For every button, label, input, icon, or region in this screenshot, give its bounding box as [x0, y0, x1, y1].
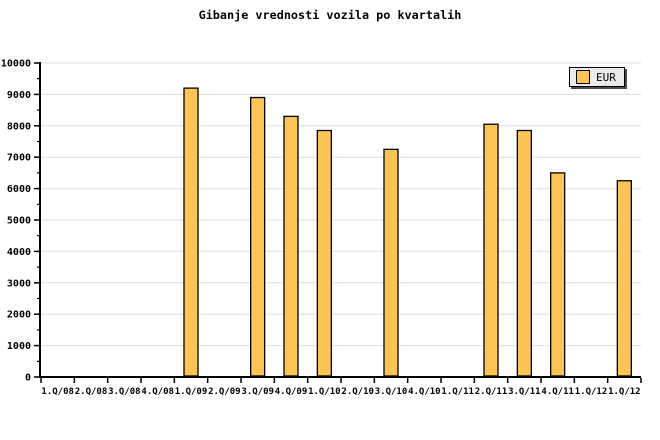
bar-3.Q/10	[383, 148, 399, 377]
x-tick-label: 4.Q/09	[275, 387, 308, 397]
x-tick-label: 1.Q/09	[175, 387, 208, 397]
y-tick-label: 0	[25, 373, 31, 384]
x-tick-label: 4.Q/10	[408, 387, 441, 397]
x-tick-label: 1.Q/10	[308, 387, 341, 397]
x-tick-label: 3.Q/10	[375, 387, 408, 397]
bar-3.Q/09	[250, 96, 266, 377]
x-tick-label: 1.Q/08	[41, 387, 74, 397]
x-tick-label: 3.Q/08	[108, 387, 141, 397]
y-tick-label: 9000	[7, 90, 31, 101]
x-tick-label: 4.Q/08	[141, 387, 174, 397]
legend-box: EUR	[569, 67, 625, 87]
x-tick-label: 1.Q/11	[441, 387, 474, 397]
chart-title: Gibanje vrednosti vozila po kvartalih	[198, 8, 462, 22]
x-tick-label: 2.Q/10	[341, 387, 374, 397]
x-tick-label: 2.Q/09	[208, 387, 241, 397]
bar-3.Q/11	[516, 129, 532, 377]
legend-series-label: EUR	[596, 70, 616, 84]
y-tick-label: 3000	[7, 278, 31, 289]
bar-2.Q/11	[483, 123, 499, 377]
x-tick-label: 2.Q/08	[75, 387, 108, 397]
y-tick-label: 1000	[7, 341, 31, 352]
x-tick-label: 4.Q/11	[541, 387, 574, 397]
x-tick-label: 3.Q/11	[508, 387, 541, 397]
y-tick-label: 6000	[7, 184, 31, 195]
bar-1.Q/10	[316, 129, 332, 377]
bar-4.Q/09	[283, 115, 299, 377]
y-tick-label: 8000	[7, 121, 31, 132]
x-tick-label: 1.Q/12	[575, 387, 608, 397]
bar-1.Q/09	[183, 87, 199, 377]
y-tick-label: 7000	[7, 153, 31, 164]
y-tick-label: 5000	[7, 216, 31, 227]
x-tick-label: 1.Q/12	[608, 387, 641, 397]
y-tick-label: 4000	[7, 247, 31, 258]
legend-swatch-icon	[576, 70, 590, 84]
x-tick-label: 3.Q/09	[241, 387, 274, 397]
x-tick-label: 2.Q/11	[475, 387, 508, 397]
y-tick-label: 10000	[1, 59, 31, 70]
bar-4.Q/11	[550, 172, 566, 377]
bar-1.Q/12	[616, 180, 632, 377]
y-tick-label: 2000	[7, 310, 31, 321]
